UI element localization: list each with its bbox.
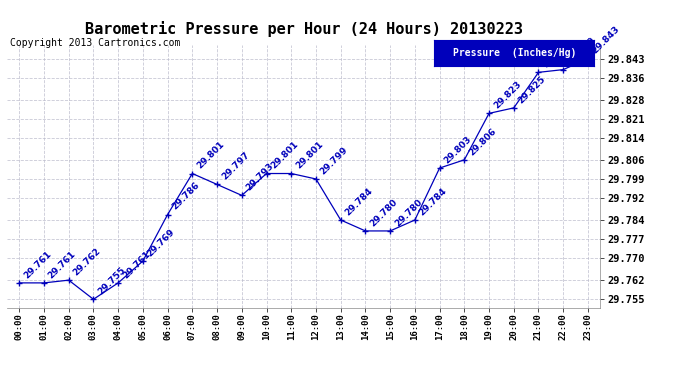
Text: 29.803: 29.803 [442,134,473,165]
Text: 29.784: 29.784 [417,186,448,217]
Text: 29.762: 29.762 [72,246,103,278]
Text: 29.843: 29.843 [591,25,622,56]
Text: 29.761: 29.761 [121,249,152,280]
Text: 29.780: 29.780 [393,197,424,228]
Text: 29.761: 29.761 [22,249,53,280]
Text: 29.780: 29.780 [368,197,399,228]
Text: 29.823: 29.823 [492,80,523,111]
Text: 29.825: 29.825 [517,74,547,105]
Text: 29.784: 29.784 [344,186,375,217]
Text: Copyright 2013 Cartronics.com: Copyright 2013 Cartronics.com [10,38,181,48]
Text: 29.769: 29.769 [146,227,177,258]
Text: 29.838: 29.838 [541,39,572,70]
Text: 29.761: 29.761 [47,249,78,280]
Text: 29.839: 29.839 [566,36,597,67]
Text: 29.801: 29.801 [294,140,325,171]
Text: 29.786: 29.786 [170,181,201,212]
Text: 29.797: 29.797 [220,150,251,182]
Text: 29.755: 29.755 [96,266,127,297]
Text: 29.806: 29.806 [467,126,498,157]
Text: 29.801: 29.801 [269,140,300,171]
Text: 29.793: 29.793 [244,162,276,193]
Text: 29.799: 29.799 [319,145,350,176]
Text: 29.801: 29.801 [195,140,226,171]
Title: Barometric Pressure per Hour (24 Hours) 20130223: Barometric Pressure per Hour (24 Hours) … [85,21,522,37]
